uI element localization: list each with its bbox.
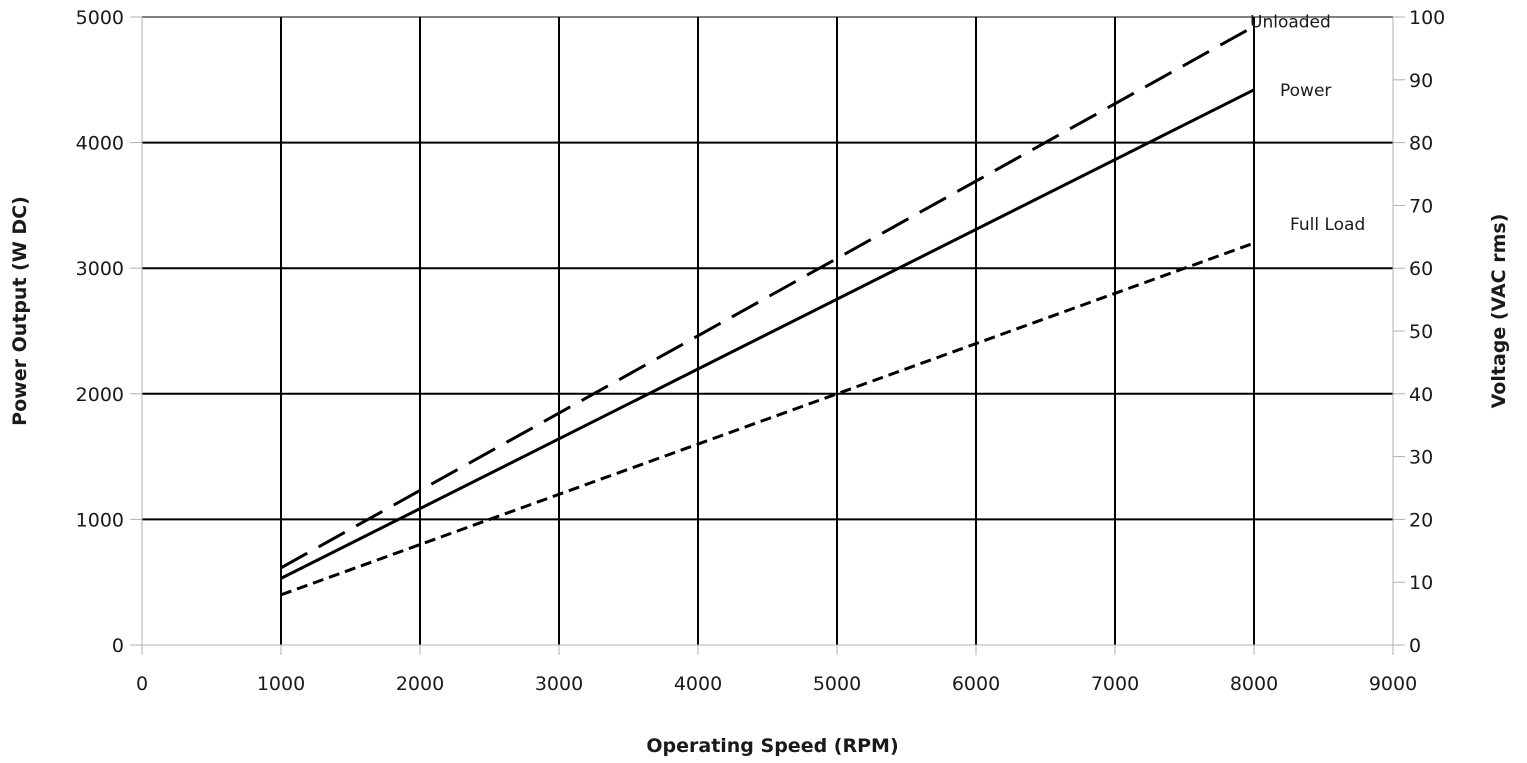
series-label-unloaded: Unloaded (1250, 12, 1331, 32)
y-tick-label: 1000 (76, 509, 124, 531)
x-tick-label: 3000 (535, 673, 583, 695)
y-tick-label: 2000 (76, 384, 124, 406)
y2-tick-label: 10 (1409, 572, 1433, 594)
series-label-power: Power (1280, 81, 1331, 101)
x-tick-label: 9000 (1369, 673, 1417, 695)
y-axis-title: Power Output (W DC) (9, 196, 31, 426)
x-tick-label: 8000 (1230, 673, 1278, 695)
y-tick-label: 0 (112, 635, 124, 657)
x-tick-label: 2000 (396, 673, 444, 695)
x-tick-label: 0 (136, 673, 148, 695)
y2-tick-label: 80 (1409, 133, 1433, 155)
y2-tick-label: 40 (1409, 384, 1433, 406)
y2-tick-label: 70 (1409, 195, 1433, 217)
y-tick-label: 3000 (76, 258, 124, 280)
y2-tick-label: 20 (1409, 509, 1433, 531)
x-tick-label: 5000 (813, 673, 861, 695)
y2-tick-label: 30 (1409, 447, 1433, 469)
y2-tick-label: 0 (1409, 635, 1421, 657)
series-lines (280, 25, 1255, 597)
series-label-full-load: Full Load (1290, 215, 1365, 235)
y-tick-label: 5000 (76, 7, 124, 29)
y-tick-label: 4000 (76, 133, 124, 155)
x-tick-label: 4000 (674, 673, 722, 695)
x-axis-title: Operating Speed (RPM) (646, 735, 898, 757)
y2-tick-label: 60 (1409, 258, 1433, 280)
x-tick-label: 7000 (1091, 673, 1139, 695)
series-line-power (280, 88, 1255, 580)
y2-axis-title: Voltage (VAC rms) (1488, 214, 1510, 409)
y2-tick-label: 100 (1409, 7, 1445, 29)
grid (142, 16, 1393, 645)
x-tick-label: 1000 (257, 673, 305, 695)
axes: 0100020003000400050000102030405060708090… (76, 7, 1446, 695)
x-tick-label: 6000 (952, 673, 1000, 695)
y2-tick-label: 50 (1409, 321, 1433, 343)
y2-tick-label: 90 (1409, 70, 1433, 92)
series-line-full-load (280, 241, 1255, 597)
series-labels: Unloaded Power Full Load (1250, 12, 1365, 235)
series-line-unloaded (280, 25, 1255, 570)
